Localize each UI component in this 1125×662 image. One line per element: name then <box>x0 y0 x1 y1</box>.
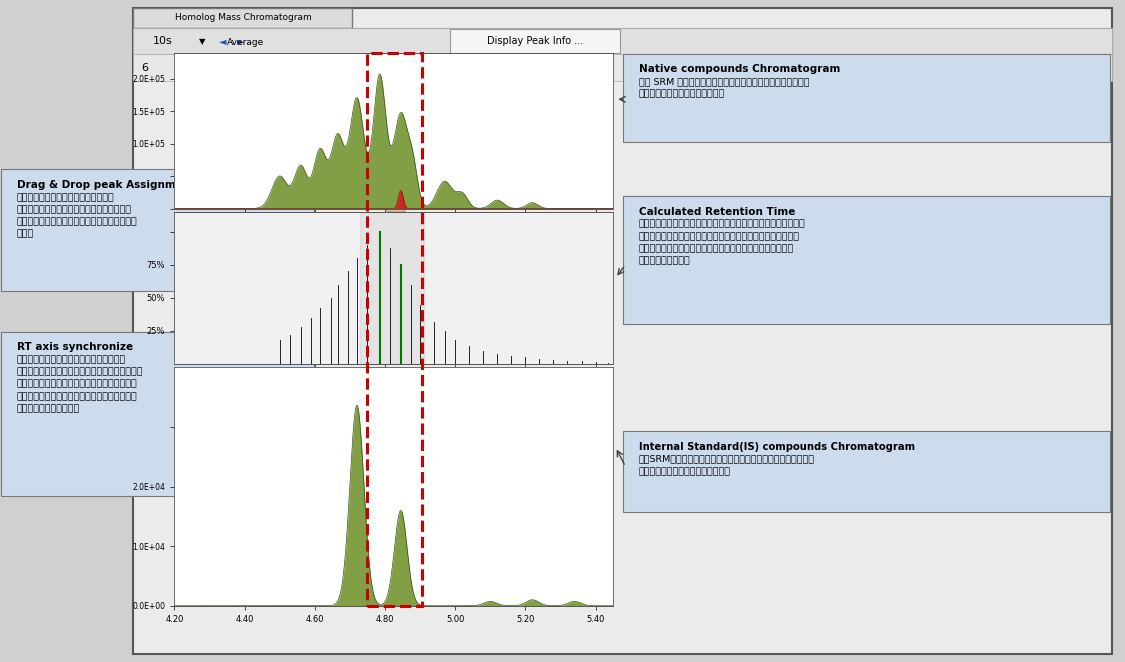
Text: あらかじめ登録されている異性体は、その登録されたリテンショ
ンタイムの位置にバーが表示されます。また、異性体間での相
対強度比も登録できるので同族体全体のクロマ: あらかじめ登録されている異性体は、その登録されたリテンショ ンタイムの位置にバー… <box>639 220 805 265</box>
Text: 6: 6 <box>142 62 148 73</box>
Text: Average: Average <box>227 38 264 47</box>
Text: 同一SRMトランジションでモニタされている内部標準の異性体は
同一クロマトグラムで表示される。: 同一SRMトランジションでモニタされている内部標準の異性体は 同一クロマトグラム… <box>639 455 814 476</box>
Text: RT axis synchronize: RT axis synchronize <box>17 342 133 352</box>
FancyBboxPatch shape <box>623 196 1110 324</box>
FancyBboxPatch shape <box>133 54 1112 81</box>
FancyBboxPatch shape <box>1 332 314 496</box>
FancyBboxPatch shape <box>623 431 1110 512</box>
FancyBboxPatch shape <box>133 28 1112 54</box>
Text: ◄: ◄ <box>219 36 226 46</box>
Text: 同一 SRM トランジションでモニタされる異性体はすべて同一
クロマトグラム上に表示される。: 同一 SRM トランジションでモニタされる異性体はすべて同一 クロマトグラム上に… <box>639 77 810 99</box>
FancyBboxPatch shape <box>450 29 620 53</box>
Text: Display Peak Info ...: Display Peak Info ... <box>487 36 583 46</box>
FancyBboxPatch shape <box>133 8 352 28</box>
Polygon shape <box>375 185 405 212</box>
Text: Homolog Mass Chromatogram: Homolog Mass Chromatogram <box>174 13 312 23</box>
FancyArrowPatch shape <box>377 167 469 206</box>
FancyBboxPatch shape <box>1 169 314 291</box>
Text: ３種類の表示の横軸は拡大縮小表示の際も
常に同期するため、ネイティブ異性体のピーク位
置、内標異性体のピーク位置、および、あらか
じめ登録したピーク位置の３つを: ３種類の表示の横軸は拡大縮小表示の際も 常に同期するため、ネイティブ異性体のピー… <box>17 355 143 413</box>
Text: ▼: ▼ <box>199 36 206 46</box>
Text: Calculated Retention Time: Calculated Retention Time <box>639 207 795 216</box>
Text: ►: ► <box>237 36 244 46</box>
Text: Native compounds Chromatogram: Native compounds Chromatogram <box>639 64 840 74</box>
Text: バー表示されている異性体の異性体名
のラベルをドラッグして該当するピーク上に
ドロップすることでピークアサインすることが
可能。: バー表示されている異性体の異性体名 のラベルをドラッグして該当するピーク上に ド… <box>17 193 137 239</box>
FancyBboxPatch shape <box>133 8 1112 654</box>
Text: Internal Standard(IS) compounds Chromatogram: Internal Standard(IS) compounds Chromato… <box>639 442 915 451</box>
Bar <box>360 212 424 364</box>
Text: 10s: 10s <box>153 36 173 46</box>
Text: Drag & Drop peak Assignment: Drag & Drop peak Assignment <box>17 180 195 190</box>
FancyBboxPatch shape <box>623 54 1110 142</box>
